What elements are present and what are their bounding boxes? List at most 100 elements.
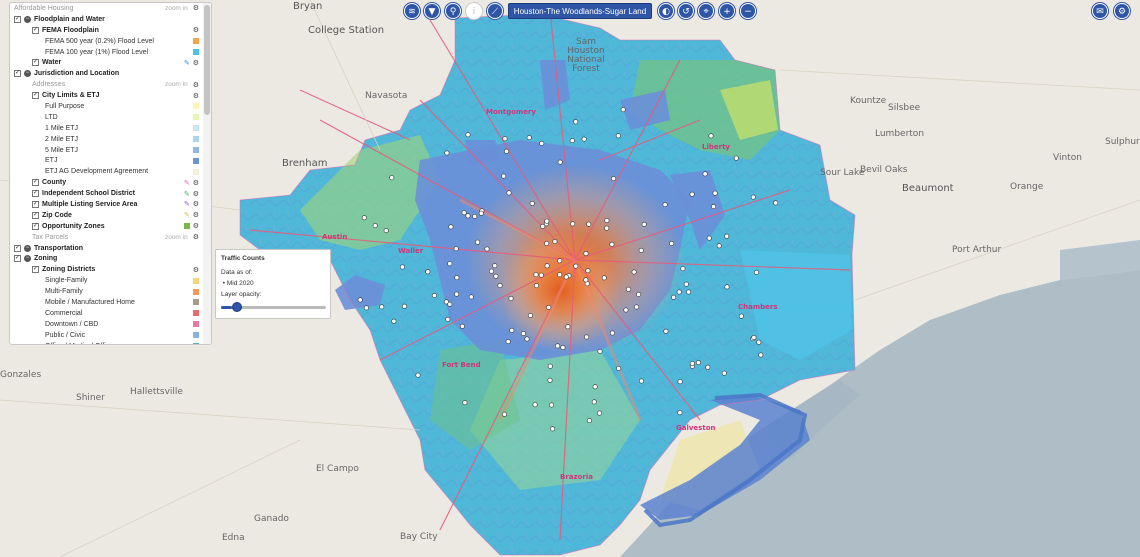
checkbox[interactable]: ✓	[14, 244, 21, 252]
region-selector[interactable]: Houston-The Woodlands-Sugar Land	[508, 3, 652, 19]
style-pen-icon[interactable]: ✎	[183, 190, 190, 198]
map-marker	[552, 239, 558, 245]
map-marker	[472, 213, 478, 219]
checkbox[interactable]: ✓	[32, 92, 39, 100]
checkbox[interactable]: ✓	[32, 200, 39, 208]
style-pen-icon[interactable]: ✎	[183, 179, 190, 187]
gear-icon[interactable]: ⚙	[192, 190, 199, 198]
layer-row-fema100: FEMA 100 year (1%) Flood Level	[10, 47, 203, 58]
legend-swatch	[193, 103, 199, 110]
layer-row-county[interactable]: ✓ County ✎ ⚙	[10, 177, 203, 188]
legend-swatch	[193, 125, 199, 132]
slider-handle[interactable]	[231, 302, 242, 312]
info-icon[interactable]: i	[466, 3, 482, 19]
collapse-icon[interactable]: −	[24, 15, 31, 23]
layer-row-zip[interactable]: ✓ Zip Code ✎ ⚙	[10, 210, 203, 221]
checkbox[interactable]: ✓	[32, 190, 39, 198]
gear-icon[interactable]: ⚙	[192, 234, 199, 242]
layer-row-transportation[interactable]: ✓ − Transportation	[10, 243, 203, 254]
scrollbar[interactable]	[203, 3, 211, 344]
place-label: Vinton	[1053, 153, 1082, 163]
chat-icon[interactable]: ✉	[1092, 3, 1108, 19]
map-marker	[544, 241, 550, 247]
zoom-in-hint: zoom in	[164, 233, 188, 241]
layer-row-fema[interactable]: ✓ FEMA Floodplain ⚙	[10, 25, 203, 36]
settings-icon[interactable]: ⚙	[1114, 3, 1130, 19]
layer-row-jurisdiction[interactable]: ✓ − Jurisdiction and Location	[10, 68, 203, 79]
layer-row-taxparcels[interactable]: Tax Parcels zoom in ⚙	[10, 232, 203, 243]
style-pen-icon[interactable]: ✎	[183, 212, 190, 220]
layer-label: Affordable Housing	[14, 4, 74, 12]
map-marker	[527, 312, 533, 318]
layer-row-addresses[interactable]: Addresses zoom in ⚙	[10, 79, 203, 90]
measure-icon[interactable]: ⟋	[487, 3, 503, 19]
map-marker	[601, 275, 607, 281]
legend-swatch	[193, 147, 199, 154]
gear-icon[interactable]: ⚙	[192, 5, 199, 13]
style-pen-icon[interactable]: ✎	[183, 59, 190, 67]
checkbox[interactable]: ✓	[14, 70, 21, 78]
layers-icon[interactable]: ≋	[404, 3, 420, 19]
checkbox[interactable]: ✓	[32, 222, 39, 230]
gear-icon[interactable]: ⚙	[192, 179, 199, 187]
place-label: Sulphur	[1105, 137, 1140, 147]
collapse-icon[interactable]: −	[24, 244, 31, 252]
layer-label: City Limits & ETJ	[42, 92, 100, 100]
map-marker	[583, 277, 589, 283]
map-marker	[502, 136, 508, 142]
layer-list: Affordable Housing zoom in ⚙ ✓ − Floodplain a…	[10, 3, 203, 344]
gear-icon[interactable]: ⚙	[192, 81, 199, 89]
checkbox[interactable]: ✓	[32, 179, 39, 187]
layer-row-isd[interactable]: ✓ Independent School District ✎ ⚙	[10, 188, 203, 199]
map-marker	[497, 282, 503, 288]
filter-icon[interactable]: ▼	[424, 3, 440, 19]
gear-icon[interactable]: ⚙	[192, 266, 199, 274]
gear-icon[interactable]: ⚙	[192, 212, 199, 220]
reset-icon[interactable]: ↺	[678, 3, 694, 19]
locate-icon[interactable]: ⌖	[698, 3, 714, 19]
gear-icon[interactable]: ⚙	[192, 27, 199, 35]
zoom-out-icon[interactable]: −	[740, 3, 756, 19]
map-marker	[493, 273, 499, 279]
gear-icon[interactable]: ⚙	[192, 223, 199, 231]
map-marker	[573, 263, 579, 269]
map-marker	[468, 294, 474, 300]
zoom-in-icon[interactable]: +	[719, 3, 735, 19]
layer-row-citylimits[interactable]: ✓ City Limits & ETJ ⚙	[10, 90, 203, 101]
dark-mode-icon[interactable]: ◐	[658, 3, 674, 19]
layer-row-opportunity[interactable]: ✓ Opportunity Zones ⚙	[10, 221, 203, 232]
checkbox[interactable]: ✓	[32, 59, 39, 67]
layer-row-water[interactable]: ✓ Water ✎ ⚙	[10, 57, 203, 68]
checkbox[interactable]: ✓	[32, 26, 39, 34]
layer-label: Transportation	[34, 244, 84, 252]
checkbox[interactable]: ✓	[32, 211, 39, 219]
map-marker	[604, 218, 610, 224]
layer-row-zoningdistricts[interactable]: ✓ Zoning Districts ⚙	[10, 264, 203, 275]
checkbox[interactable]: ✓	[14, 15, 21, 23]
search-icon[interactable]: ⚲	[445, 3, 461, 19]
collapse-icon[interactable]: −	[24, 255, 31, 263]
layer-color-swatch[interactable]	[183, 223, 190, 230]
opacity-slider[interactable]	[221, 302, 326, 312]
collapse-icon[interactable]: −	[24, 70, 31, 78]
layer-label: ETJ AG Development Agreement	[45, 168, 149, 176]
checkbox[interactable]: ✓	[14, 255, 21, 263]
layer-row-floodplain_water[interactable]: ✓ − Floodplain and Water	[10, 14, 203, 25]
layer-row-zoning[interactable]: ✓ − Zoning	[10, 253, 203, 264]
gear-icon[interactable]: ⚙	[192, 201, 199, 209]
layer-row-affordable[interactable]: Affordable Housing zoom in ⚙	[10, 3, 203, 14]
checkbox[interactable]: ✓	[32, 266, 39, 274]
gear-icon[interactable]: ⚙	[192, 92, 199, 100]
place-label: Sour Lake	[820, 168, 865, 178]
layer-row-mls[interactable]: ✓ Multiple Listing Service Area ✎ ⚙	[10, 199, 203, 210]
place-label: Hallettsville	[130, 387, 183, 397]
place-label: Lumberton	[875, 129, 925, 139]
legend-swatch	[193, 168, 199, 175]
map-marker	[415, 372, 421, 378]
style-pen-icon[interactable]: ✎	[183, 201, 190, 209]
gear-icon[interactable]: ⚙	[192, 59, 199, 67]
map-marker	[563, 274, 569, 280]
map-marker	[616, 365, 622, 371]
scroll-thumb[interactable]	[204, 5, 210, 115]
